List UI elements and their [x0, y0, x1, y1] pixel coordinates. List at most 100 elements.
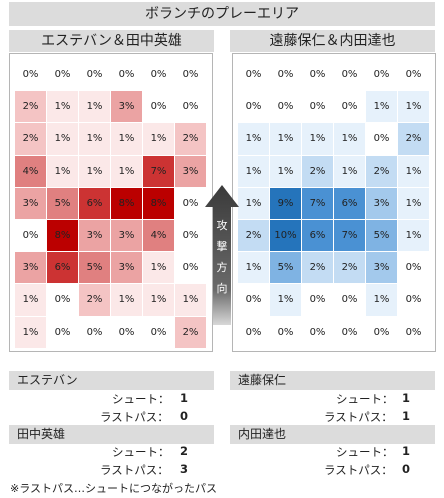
uchida-shot-value: 1 — [402, 444, 411, 458]
right-heatmap-cell: 0% — [334, 59, 365, 91]
right-heatmap-cell: 2% — [398, 123, 429, 155]
right-heatmap-cell: 0% — [366, 59, 397, 91]
left-heatmap-cell: 0% — [15, 59, 46, 91]
left-heatmap-cell: 1% — [47, 91, 78, 123]
left-heatmap-cell: 6% — [47, 252, 78, 284]
left-heatmap-cell: 2% — [175, 316, 206, 348]
left-heatmap-cell: 8% — [47, 220, 78, 252]
right-heatmap-cell: 2% — [302, 155, 333, 187]
right-heatmap-cell: 0% — [334, 316, 365, 348]
left-heatmap-cell: 1% — [15, 284, 46, 316]
right-heatmap-cell: 1% — [270, 284, 301, 316]
left-heatmap-cell: 0% — [47, 316, 78, 348]
left-heatmap-cell: 1% — [47, 155, 78, 187]
right-heatmap-cell: 1% — [270, 155, 301, 187]
right-heatmap-cell: 1% — [270, 123, 301, 155]
right-heatmap-cell: 1% — [398, 187, 429, 219]
left-heatmap-cell: 1% — [47, 123, 78, 155]
right-heatmap-cell: 1% — [398, 91, 429, 123]
right-heatmap-cell: 1% — [238, 155, 269, 187]
left-heatmap-cell: 3% — [111, 91, 142, 123]
footnote: ※ラストパス…シュートにつながったパス — [10, 482, 217, 495]
right-heatmap-cell: 3% — [366, 252, 397, 284]
left-heatmap-cell: 0% — [111, 59, 142, 91]
left-heatmap-cell: 5% — [79, 252, 110, 284]
esteban-pass-label: ラストパス： — [100, 410, 169, 424]
left-heatmap-cell: 0% — [47, 59, 78, 91]
right-heatmap-cell: 6% — [302, 220, 333, 252]
tanaka-shot-label: シュート： — [112, 445, 170, 459]
right-heatmap-cell: 0% — [334, 91, 365, 123]
right-heatmap-cell: 2% — [366, 155, 397, 187]
left-heatmap-cell: 0% — [175, 252, 206, 284]
left-heatmap-cell: 0% — [47, 284, 78, 316]
right-heatmap-cell: 0% — [398, 252, 429, 284]
direction-char-2: 撃 — [216, 240, 228, 253]
tanaka-pass-label: ラストパス： — [100, 463, 169, 477]
right-heatmap-cell: 0% — [238, 59, 269, 91]
left-heatmap-cell: 0% — [143, 316, 174, 348]
left-heatmap-cell: 0% — [79, 316, 110, 348]
right-heatmap-cell: 0% — [302, 91, 333, 123]
right-heatmap-cell: 0% — [366, 123, 397, 155]
right-heatmap-cell: 0% — [302, 316, 333, 348]
left-heatmap-cell: 0% — [143, 91, 174, 123]
left-heatmap-cell: 1% — [111, 123, 142, 155]
right-panel-title: 遠藤保仁＆内田達也 — [230, 30, 435, 52]
right-heatmap-cell: 7% — [302, 187, 333, 219]
right-heatmap-cell: 2% — [334, 252, 365, 284]
direction-char-3: 方 — [216, 261, 228, 274]
endo-pass-label: ラストパス： — [324, 410, 393, 424]
left-heatmap-cell: 1% — [143, 252, 174, 284]
left-heatmap-cell: 0% — [175, 220, 206, 252]
left-heatmap-cell: 3% — [111, 220, 142, 252]
player-name-uchida: 内田達也 — [230, 425, 435, 444]
right-heatmap-cell: 0% — [270, 91, 301, 123]
left-heatmap-cell: 0% — [79, 59, 110, 91]
right-heatmap-cell: 5% — [366, 220, 397, 252]
right-heatmap-cell: 9% — [270, 187, 301, 219]
right-heatmap-cell: 1% — [366, 91, 397, 123]
uchida-pass-value: 0 — [402, 462, 411, 476]
right-heatmap-cell: 0% — [398, 59, 429, 91]
right-heatmap-cell: 0% — [398, 316, 429, 348]
right-heatmap-cell: 0% — [238, 316, 269, 348]
left-heatmap-cell: 3% — [175, 155, 206, 187]
endo-shot-value: 1 — [402, 391, 411, 405]
left-heatmap-cell: 4% — [143, 220, 174, 252]
left-heatmap: 0% 0% 0% 0% 0% 0% 2% 1% 1% 3% 0% 0% 2% 1% 1% 1% 1% 2% 4% 1%… — [9, 53, 213, 352]
right-heatmap-cell: 0% — [238, 91, 269, 123]
player-name-tanaka: 田中英雄 — [9, 425, 214, 444]
left-heatmap-cell: 0% — [15, 220, 46, 252]
right-heatmap-cell: 2% — [302, 252, 333, 284]
left-heatmap-cell: 1% — [79, 123, 110, 155]
right-heatmap-cell: 10% — [270, 220, 301, 252]
right-heatmap-cell: 0% — [302, 284, 333, 316]
right-heatmap-cell: 0% — [238, 284, 269, 316]
left-panel-title: エステバン＆田中英雄 — [9, 30, 214, 52]
right-heatmap-cell: 6% — [334, 187, 365, 219]
endo-pass-value: 1 — [402, 409, 411, 423]
right-heatmap-cell: 3% — [366, 187, 397, 219]
left-heatmap-cell: 2% — [15, 123, 46, 155]
right-heatmap-cell: 1% — [366, 284, 397, 316]
left-heatmap-cell: 0% — [175, 187, 206, 219]
right-heatmap-cell: 1% — [302, 123, 333, 155]
right-heatmap-cell: 5% — [270, 252, 301, 284]
left-heatmap-cell: 2% — [15, 91, 46, 123]
uchida-shot-label: シュート： — [336, 445, 394, 459]
left-heatmap-cell: 6% — [79, 187, 110, 219]
uchida-pass-label: ラストパス： — [324, 463, 393, 477]
right-heatmap-cell: 0% — [270, 59, 301, 91]
right-heatmap-cell: 2% — [238, 220, 269, 252]
right-heatmap-cell: 1% — [398, 220, 429, 252]
left-heatmap-cell: 3% — [111, 252, 142, 284]
esteban-shot-value: 1 — [180, 391, 189, 405]
right-heatmap-cell: 1% — [238, 252, 269, 284]
left-heatmap-cell: 5% — [47, 187, 78, 219]
tanaka-shot-value: 2 — [180, 444, 189, 458]
right-heatmap-cell: 7% — [334, 220, 365, 252]
esteban-shot-label: シュート： — [112, 392, 170, 406]
direction-char-4: 向 — [216, 282, 228, 295]
chart-title: ボランチのプレーエリア — [9, 2, 435, 26]
